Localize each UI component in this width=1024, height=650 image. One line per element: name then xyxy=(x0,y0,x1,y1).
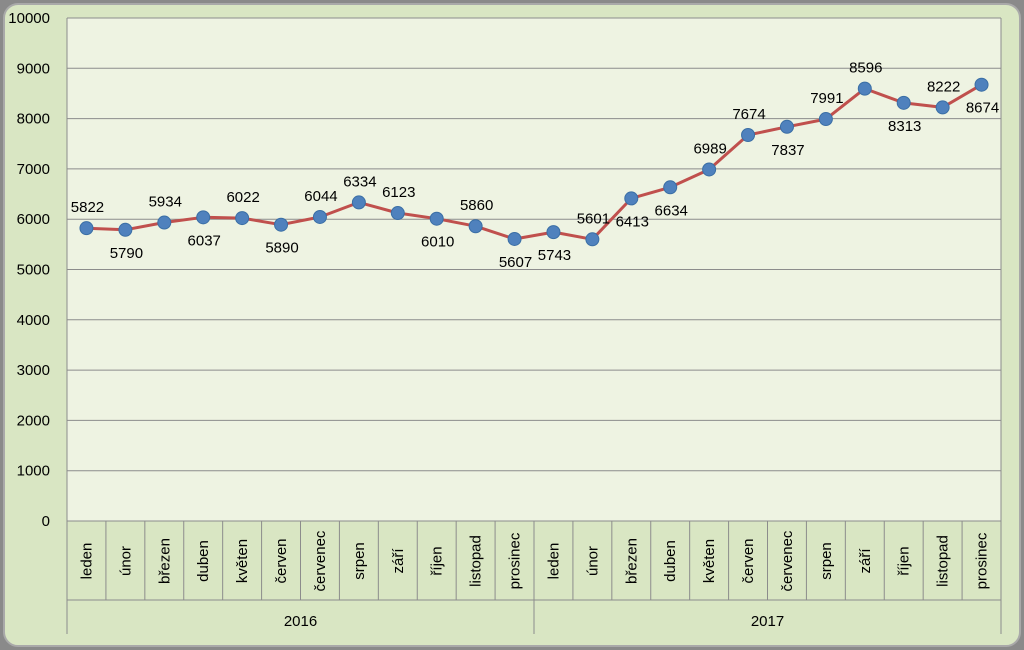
data-label: 8596 xyxy=(849,60,882,77)
x-axis: leden únor březen duben květen červen červenec… xyxy=(66,521,1002,634)
data-label: 7674 xyxy=(732,106,765,123)
y-tick-label: 9000 xyxy=(17,60,50,77)
data-point[interactable] xyxy=(702,162,717,177)
x-tick-label: duben xyxy=(662,540,679,582)
x-tick-label: srpen xyxy=(818,542,835,580)
data-point[interactable] xyxy=(779,119,794,134)
data-label: 5934 xyxy=(149,194,182,211)
data-point[interactable] xyxy=(429,211,444,226)
x-tick-label: únor xyxy=(117,546,134,576)
x-tick-label: leden xyxy=(545,543,562,580)
x-tick-label: prosinec xyxy=(507,532,524,589)
x-tick-label: červenec xyxy=(779,530,796,591)
data-label: 5743 xyxy=(538,247,571,264)
data-point[interactable] xyxy=(351,195,366,210)
x-tick-label: srpen xyxy=(351,542,368,580)
data-point[interactable] xyxy=(896,95,911,110)
data-label: 8674 xyxy=(966,100,999,117)
data-label: 6989 xyxy=(693,140,726,157)
x-tick-label: květen xyxy=(234,539,251,583)
x-tick-label: listopad xyxy=(935,535,952,587)
data-point[interactable] xyxy=(507,231,522,246)
data-label: 6037 xyxy=(188,232,221,249)
x-tick-label: duben xyxy=(195,540,212,582)
y-tick-label: 3000 xyxy=(17,362,50,379)
data-label: 5601 xyxy=(577,210,610,227)
x-tick-label: březen xyxy=(623,538,640,584)
data-point[interactable] xyxy=(546,225,561,240)
data-point[interactable] xyxy=(274,217,289,232)
x-tick-label: červen xyxy=(740,538,757,583)
data-label: 6634 xyxy=(655,202,688,219)
data-label: 5822 xyxy=(71,199,104,216)
data-point[interactable] xyxy=(974,77,989,92)
data-label: 6022 xyxy=(226,189,259,206)
x-tick-label: červen xyxy=(273,538,290,583)
x-group-label: 2016 xyxy=(284,613,317,630)
data-point[interactable] xyxy=(312,209,327,224)
data-label: 7837 xyxy=(771,142,804,159)
data-label: 5860 xyxy=(460,197,493,214)
data-point[interactable] xyxy=(935,100,950,115)
x-tick-label: prosinec xyxy=(974,532,991,589)
x-tick-label: říjen xyxy=(429,546,446,575)
data-point[interactable] xyxy=(390,206,405,221)
data-label: 7991 xyxy=(810,90,843,107)
x-group-label: 2017 xyxy=(751,613,784,630)
data-point[interactable] xyxy=(79,221,94,236)
data-label: 8222 xyxy=(927,78,960,95)
x-tick-label: únor xyxy=(584,546,601,576)
y-tick-label: 5000 xyxy=(17,262,50,279)
data-label: 6334 xyxy=(343,173,376,190)
y-axis-tick-labels: 0 1000 2000 3000 4000 5000 6000 7000 8000 9000 100… xyxy=(8,10,50,530)
x-tick-label: říjen xyxy=(896,546,913,575)
data-label: 8313 xyxy=(888,118,921,135)
x-tick-label: červenec xyxy=(312,530,329,591)
y-tick-label: 1000 xyxy=(17,463,50,480)
data-markers xyxy=(79,77,989,247)
data-label: 5890 xyxy=(265,240,298,257)
data-point[interactable] xyxy=(585,232,600,247)
y-tick-label: 6000 xyxy=(17,211,50,228)
y-tick-label: 2000 xyxy=(17,412,50,429)
data-point[interactable] xyxy=(741,127,756,142)
y-tick-label: 7000 xyxy=(17,161,50,178)
data-point[interactable] xyxy=(624,191,639,206)
data-point[interactable] xyxy=(157,215,172,230)
data-label: 6413 xyxy=(616,213,649,230)
y-tick-label: 10000 xyxy=(8,10,50,27)
data-label: 6123 xyxy=(382,184,415,201)
y-tick-label: 0 xyxy=(42,513,50,530)
data-label: 5790 xyxy=(110,245,143,262)
x-tick-label: září xyxy=(857,548,874,574)
data-label: 6010 xyxy=(421,234,454,251)
x-tick-label: březen xyxy=(156,538,173,584)
data-label: 5607 xyxy=(499,254,532,271)
data-label: 6044 xyxy=(304,188,337,205)
data-labels: 5822 5790 5934 6037 6022 5890 6044 6334 6123 6010… xyxy=(71,60,999,271)
x-tick-label: leden xyxy=(78,543,95,580)
x-tick-label: listopad xyxy=(468,535,485,587)
data-point[interactable] xyxy=(818,112,833,127)
data-point[interactable] xyxy=(857,81,872,96)
data-point[interactable] xyxy=(235,211,250,226)
y-tick-label: 8000 xyxy=(17,111,50,128)
data-point[interactable] xyxy=(468,219,483,234)
x-tick-label: květen xyxy=(701,539,718,583)
data-point[interactable] xyxy=(663,180,678,195)
y-tick-label: 4000 xyxy=(17,312,50,329)
data-point[interactable] xyxy=(118,222,133,237)
data-point[interactable] xyxy=(196,210,211,225)
x-tick-label: září xyxy=(390,548,407,574)
